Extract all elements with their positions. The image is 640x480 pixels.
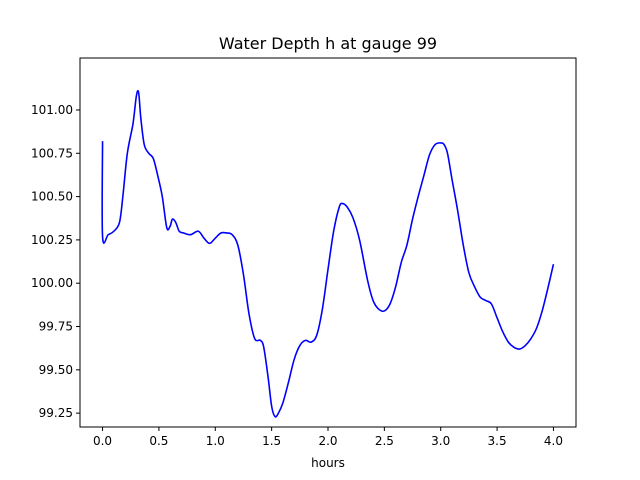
- y-tick-label: 101.00: [31, 103, 73, 117]
- chart-title: Water Depth h at gauge 99: [219, 34, 437, 53]
- data-layer: [101, 89, 555, 418]
- x-tick-label: 0.0: [93, 434, 112, 448]
- plot-area: [79, 57, 577, 428]
- plot-frame: [79, 57, 577, 428]
- y-axis: 99.25 99.50 99.75 100.00 100.25 100.50 100.75 1…: [31, 103, 80, 420]
- x-tick-label: 2.0: [318, 434, 337, 448]
- y-tick-label: 100.75: [31, 146, 73, 160]
- y-tick-label: 99.75: [39, 320, 73, 334]
- x-tick-label: 1.5: [262, 434, 281, 448]
- x-tick-label: 2.5: [375, 434, 394, 448]
- x-tick-label: 3.5: [488, 434, 507, 448]
- y-tick-label: 100.00: [31, 276, 73, 290]
- x-tick-label: 1.0: [206, 434, 225, 448]
- y-tick-label: 100.50: [31, 190, 73, 204]
- y-tick-label: 99.50: [39, 363, 73, 377]
- y-tick-label: 100.25: [31, 233, 73, 247]
- x-tick-label: 0.5: [149, 434, 168, 448]
- series-line: [101, 89, 555, 418]
- x-axis: 0.0 0.5 1.0 1.5 2.0 2.5 3.0 3.5 4.0: [93, 427, 563, 448]
- x-axis-label: hours: [311, 456, 345, 470]
- x-tick-label: 4.0: [544, 434, 563, 448]
- y-tick-label: 99.25: [39, 406, 73, 420]
- x-tick-label: 3.0: [431, 434, 450, 448]
